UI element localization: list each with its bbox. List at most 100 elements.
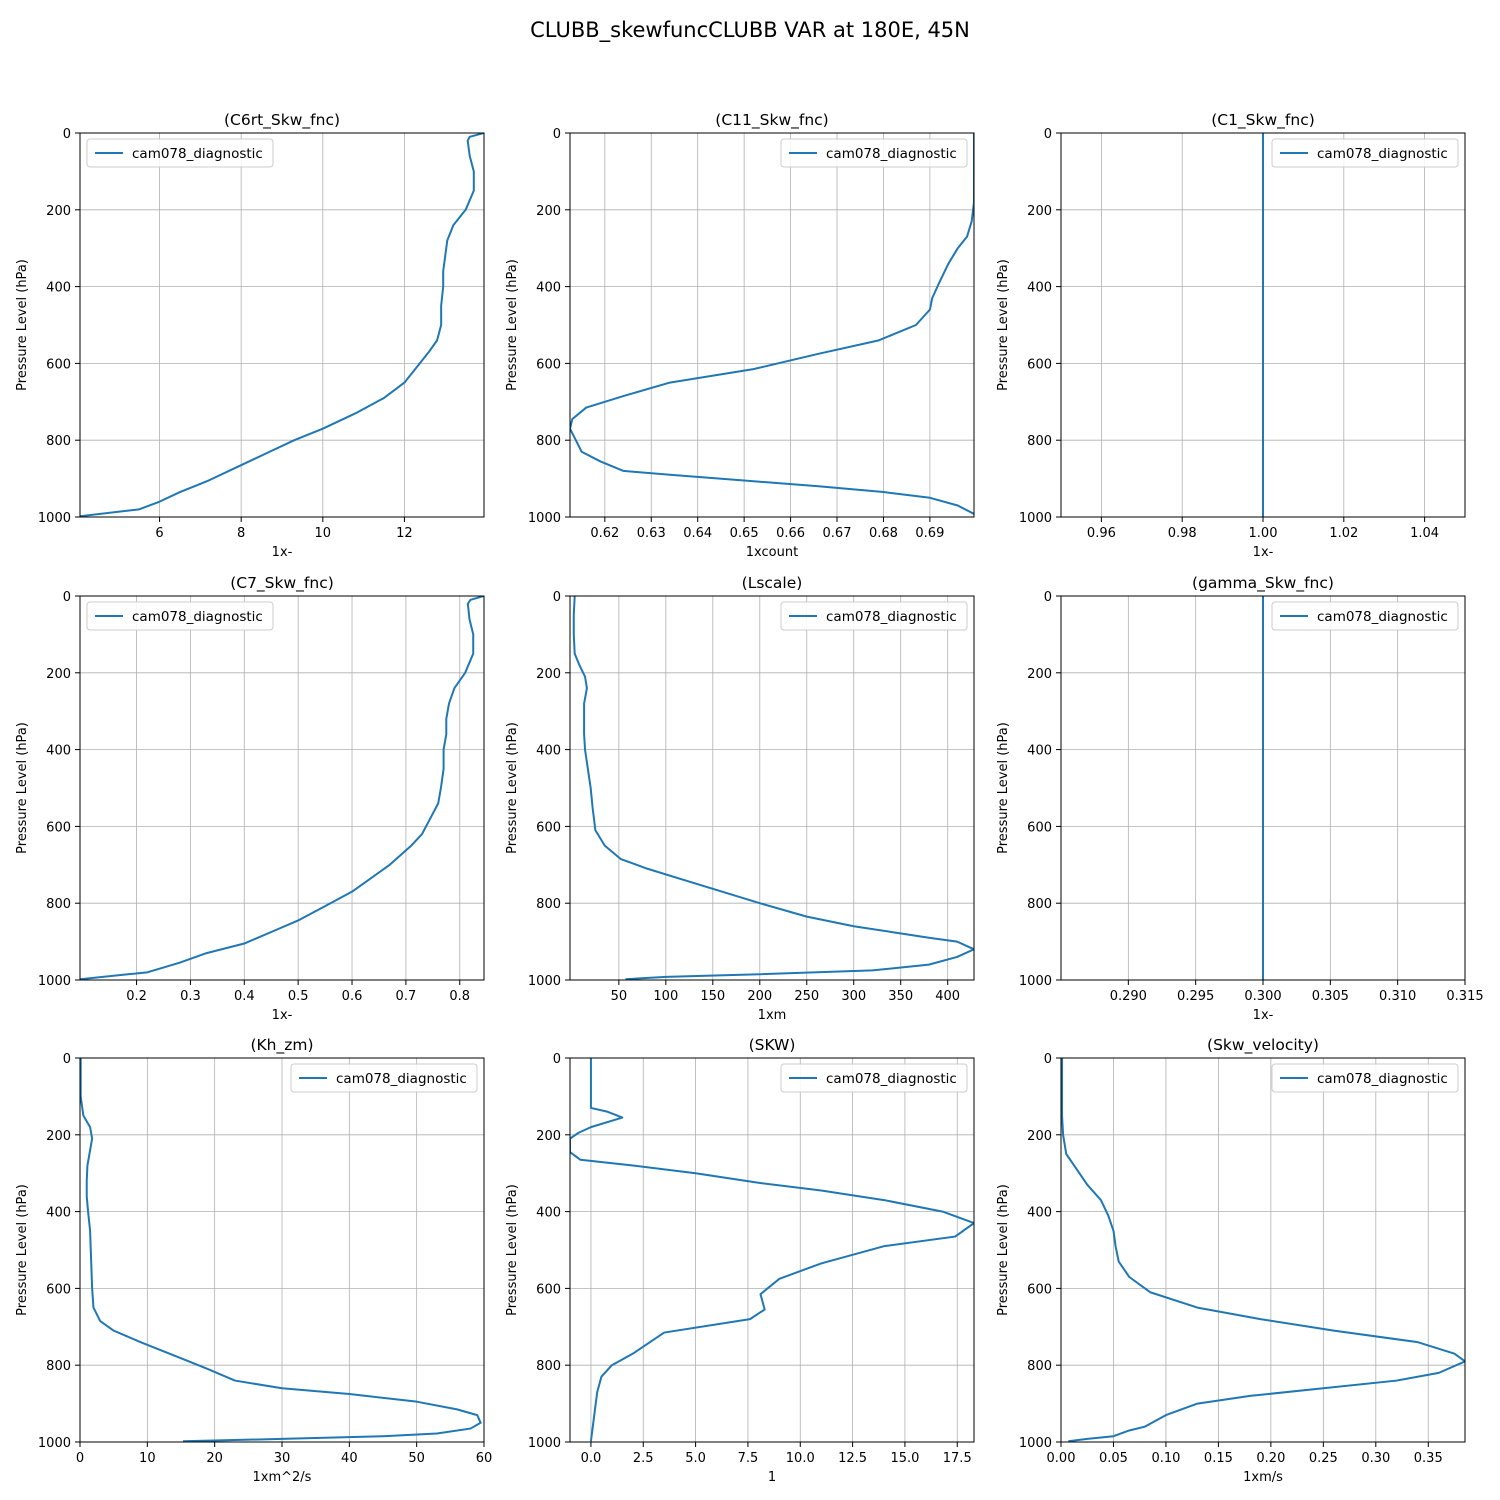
x-tick-label: 30: [274, 1451, 291, 1466]
x-tick-label: 0.35: [1414, 1451, 1443, 1466]
x-tick-label: 8: [237, 526, 245, 541]
legend: cam078_diagnostic: [780, 138, 968, 168]
x-tick-label: 60: [476, 1451, 493, 1466]
x-tick-label: 5.0: [685, 1451, 706, 1466]
legend-label: cam078_diagnostic: [132, 146, 263, 162]
subplot-8: 0.0 2.5 5.0 7.5 10.0 12.5 15.0 17.5 0 200 400 600 80…: [505, 1036, 975, 1485]
x-axis-label: 1xm^2/s: [253, 1470, 312, 1485]
x-tick-label: 2.5: [633, 1451, 654, 1466]
y-tick-label: 1000: [528, 974, 561, 989]
y-tick-label: 600: [536, 820, 561, 835]
x-tick-label: 10: [315, 526, 332, 541]
y-tick-label: 600: [1027, 1282, 1052, 1297]
plot-area: [1061, 1058, 1465, 1442]
y-tick-label: 600: [46, 820, 71, 835]
subplot-title: (Kh_zm): [250, 1036, 313, 1055]
x-tick-label: 0.05: [1099, 1451, 1128, 1466]
x-tick-label: 0.8: [449, 989, 470, 1004]
subplot-2: 0.62 0.63 0.64 0.65 0.66 0.67 0.68 0.69 0 200 400 6…: [505, 111, 975, 560]
x-tick-label: 0.300: [1244, 989, 1281, 1004]
y-tick-label: 600: [46, 1282, 71, 1297]
x-tick-label: 20: [206, 1451, 223, 1466]
y-axis-label: Pressure Level (hPa): [996, 722, 1011, 854]
x-tick-label: 17.5: [943, 1451, 972, 1466]
y-tick-label: 200: [1027, 1129, 1052, 1144]
legend-label: cam078_diagnostic: [336, 1071, 467, 1087]
subplot-6: 0.290 0.295 0.300 0.305 0.310 0.315 0 200 400 600…: [996, 574, 1484, 1023]
legend: cam078_diagnostic: [86, 138, 274, 168]
legend: cam078_diagnostic: [290, 1063, 478, 1093]
y-tick-label: 0: [553, 1052, 561, 1067]
legend-label: cam078_diagnostic: [826, 146, 957, 162]
x-tick-label: 0: [76, 1451, 84, 1466]
x-tick-label: 50: [408, 1451, 425, 1466]
x-tick-label: 0.30: [1361, 1451, 1390, 1466]
subplot-grid: 6 8 10 1202004006008001000(C6rt_Skw_fnc)1x-…: [15, 111, 1484, 1485]
x-tick-label: 7.5: [738, 1451, 759, 1466]
x-tick-label: 0.25: [1309, 1451, 1338, 1466]
y-tick-label: 0: [63, 127, 71, 142]
legend-label: cam078_diagnostic: [1317, 146, 1448, 162]
x-tick-label: 0.65: [730, 526, 759, 541]
axes-frame: [79, 595, 485, 981]
y-tick-label: 400: [1027, 1206, 1052, 1221]
legend-box: [1271, 601, 1459, 631]
axes-frame: [569, 595, 975, 981]
y-tick-label: 200: [46, 204, 71, 219]
y-tick-label: 600: [1027, 357, 1052, 372]
subplot-title: (Skw_velocity): [1207, 1036, 1319, 1055]
legend: cam078_diagnostic: [780, 1063, 968, 1093]
y-tick-label: 1000: [1019, 511, 1052, 526]
legend: cam078_diagnostic: [780, 601, 968, 631]
x-axis-label: 1: [768, 1470, 776, 1485]
y-tick-label: 800: [536, 434, 561, 449]
y-tick-label: 0: [553, 127, 561, 142]
y-axis-label: Pressure Level (hPa): [505, 259, 520, 391]
y-tick-label: 800: [1027, 897, 1052, 912]
x-tick-label: 0.66: [776, 526, 805, 541]
y-tick-label: 200: [1027, 204, 1052, 219]
x-tick-label: 100: [653, 989, 678, 1004]
x-tick-label: 200: [747, 989, 772, 1004]
x-tick-label: 0.290: [1110, 989, 1147, 1004]
x-tick-label: 0.310: [1379, 989, 1416, 1004]
legend-box: [290, 1063, 478, 1093]
legend-box: [1271, 138, 1459, 168]
y-axis-label: Pressure Level (hPa): [996, 259, 1011, 391]
y-tick-label: 200: [536, 667, 561, 682]
x-axis-label: 1xcount: [746, 545, 798, 560]
x-tick-label: 250: [794, 989, 819, 1004]
x-tick-label: 350: [888, 989, 913, 1004]
subplot-title: (C6rt_Skw_fnc): [224, 111, 340, 130]
y-tick-label: 800: [46, 897, 71, 912]
subplot-1: 6 8 10 12 0 200 400 600 800 1000 (C6rt_Skw_fnc) 1x-…: [15, 111, 485, 560]
x-tick-label: 15.0: [890, 1451, 919, 1466]
y-tick-label: 600: [536, 357, 561, 372]
x-tick-label: 50: [611, 989, 628, 1004]
x-tick-label: 0.2: [126, 989, 147, 1004]
y-tick-label: 0: [1044, 590, 1052, 605]
legend-box: [86, 138, 274, 168]
y-axis-label: Pressure Level (hPa): [15, 722, 30, 854]
x-tick-label: 0.10: [1151, 1451, 1180, 1466]
y-tick-label: 200: [46, 667, 71, 682]
subplot-4: 0.2 0.3 0.4 0.5 0.6 0.7 0.8 0 200 400 600 800 1000 (C…: [15, 574, 485, 1023]
legend-box: [86, 601, 274, 631]
x-tick-label: 1.02: [1329, 526, 1358, 541]
x-tick-label: 0.98: [1168, 526, 1197, 541]
x-tick-label: 0.4: [234, 989, 255, 1004]
y-axis-label: Pressure Level (hPa): [15, 259, 30, 391]
y-tick-label: 400: [46, 744, 71, 759]
subplot-title: (C11_Skw_fnc): [715, 111, 828, 130]
x-tick-label: 0.20: [1256, 1451, 1285, 1466]
x-tick-label: 1.04: [1410, 526, 1439, 541]
y-tick-label: 400: [1027, 281, 1052, 296]
y-tick-label: 600: [1027, 820, 1052, 835]
x-tick-label: 0.64: [683, 526, 712, 541]
axes-frame: [1060, 1057, 1466, 1443]
y-tick-label: 400: [1027, 744, 1052, 759]
y-tick-label: 800: [536, 897, 561, 912]
x-axis-label: 1x-: [1253, 545, 1274, 560]
subplot-title: (C7_Skw_fnc): [230, 574, 334, 593]
y-axis-label: Pressure Level (hPa): [505, 1184, 520, 1316]
